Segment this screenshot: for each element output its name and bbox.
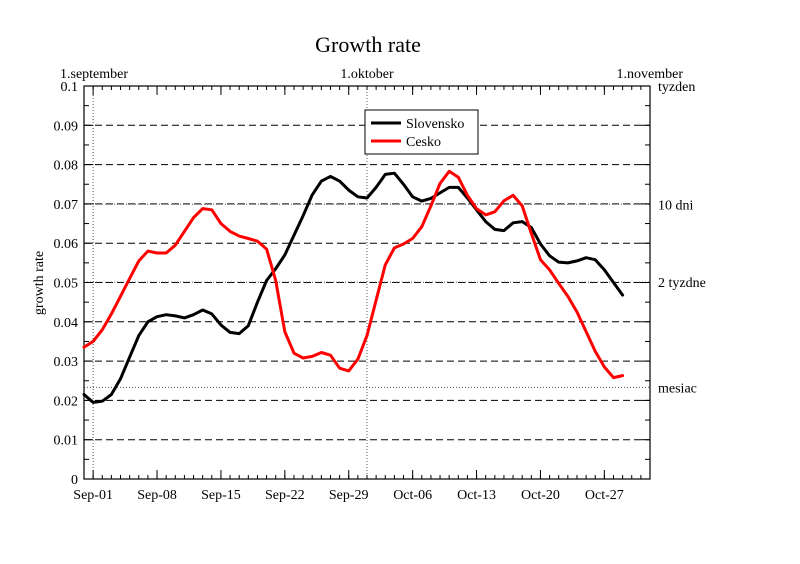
series-line-cesko: [82, 169, 625, 380]
axis-labels: 0 0.01 0.02 0.03 0.04 0.05 0.06 0.07 0.08 0.09 0.1…: [54, 67, 706, 503]
reference-lines: [84, 86, 650, 479]
y-tick-label: 0.04: [54, 316, 79, 331]
y-tick-label: 0.1: [61, 80, 79, 95]
y-tick-label: 0.01: [54, 434, 79, 449]
y-tick-label: 0.02: [54, 394, 79, 409]
month-marker-label: 1.september: [60, 67, 128, 82]
y-tick-label: 0.03: [54, 355, 79, 370]
y-tick-label: 0: [71, 473, 78, 488]
plot-frame: [83, 85, 651, 480]
y-axis-label: growth rate: [32, 251, 47, 315]
legend-label: Cesko: [406, 135, 441, 150]
x-tick-label: Oct-20: [521, 488, 560, 503]
x-tick-label: Sep-22: [265, 488, 305, 503]
series-line-slovensko: [82, 171, 625, 404]
y-tick-label: 0.05: [54, 277, 79, 292]
x-tick-label: Sep-29: [329, 488, 369, 503]
reference-line-label: 10 dni: [658, 198, 694, 213]
x-tick-label: Sep-08: [137, 488, 177, 503]
legend-label: Slovensko: [406, 117, 464, 132]
legend-box: [364, 109, 479, 155]
month-marker-label: 1.oktober: [340, 67, 394, 82]
series-lines: [82, 169, 625, 404]
axes: [83, 85, 651, 480]
y-tick-label: 0.06: [54, 237, 79, 252]
reference-line-label: mesiac: [658, 381, 697, 396]
x-tick-label: Sep-15: [201, 488, 241, 503]
y-tick-label: 0.08: [54, 159, 79, 174]
x-tick-label: Oct-27: [585, 488, 624, 503]
legend: Slovensko Cesko: [364, 109, 479, 155]
reference-line-label: 2 tyzdne: [658, 276, 706, 291]
chart-title: Growth rate: [315, 32, 421, 57]
x-tick-label: Sep-01: [73, 488, 113, 503]
y-tick-label: 0.09: [54, 119, 79, 134]
month-marker-label: 1.november: [617, 67, 684, 82]
y-tick-label: 0.07: [54, 198, 79, 213]
x-tick-label: Oct-13: [457, 488, 496, 503]
x-tick-label: Oct-06: [393, 488, 432, 503]
reference-line-label: tyzden: [658, 80, 695, 95]
